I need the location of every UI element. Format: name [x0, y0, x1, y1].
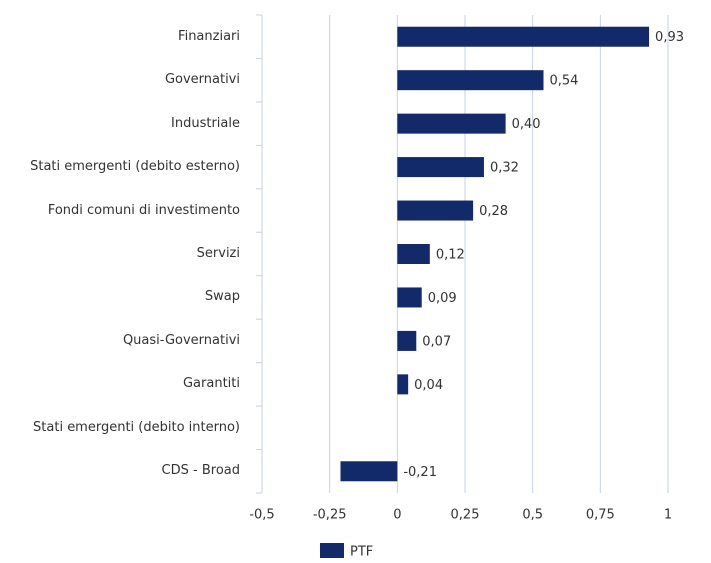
x-tick-label: 0,25 — [451, 508, 480, 523]
bar — [397, 374, 409, 395]
y-tick-label: CDS - Broad — [161, 463, 240, 479]
y-tick-label: Industriale — [171, 115, 240, 131]
y-tick-label: Stati emergenti (debito interno) — [33, 419, 240, 435]
y-tick-label: Stati emergenti (debito esterno) — [30, 159, 240, 175]
bar — [397, 244, 430, 264]
data-label: 0,32 — [490, 161, 519, 176]
data-label: -0,21 — [403, 465, 437, 480]
y-tick-label: Swap — [204, 289, 240, 305]
data-label: 0,40 — [512, 117, 541, 132]
data-label: 0,93 — [655, 30, 684, 45]
bar — [397, 330, 417, 351]
bar — [397, 70, 544, 91]
legend-swatch — [320, 543, 344, 558]
x-tick-label: 0,5 — [522, 508, 543, 523]
bar — [397, 113, 506, 134]
x-tick-label: -0,5 — [249, 508, 274, 523]
data-label: 0,04 — [414, 378, 443, 393]
data-label: 0,12 — [436, 248, 465, 263]
bar — [397, 26, 650, 47]
bar — [397, 157, 484, 178]
x-tick-label: 0,75 — [586, 508, 615, 523]
y-tick-label: Servizi — [196, 246, 240, 261]
x-tick-label: 1 — [664, 508, 672, 523]
data-label: 0,07 — [422, 334, 451, 349]
x-tick-label: -0,25 — [313, 508, 347, 523]
x-tick-label: 0 — [393, 508, 401, 523]
legend-label: PTF — [350, 545, 373, 560]
bar — [397, 200, 474, 221]
y-tick-label: Finanziari — [178, 28, 240, 44]
y-tick-label: Fondi comuni di investimento — [47, 202, 240, 218]
y-tick-label: Quasi-Governativi — [122, 332, 240, 348]
data-label: 0,54 — [549, 74, 578, 89]
data-label: 0,28 — [479, 204, 508, 219]
y-tick-label: Garantiti — [182, 376, 240, 392]
data-label: 0,09 — [428, 291, 457, 306]
bar — [397, 287, 422, 308]
y-tick-label: Governativi — [164, 72, 240, 88]
bar — [340, 461, 398, 482]
